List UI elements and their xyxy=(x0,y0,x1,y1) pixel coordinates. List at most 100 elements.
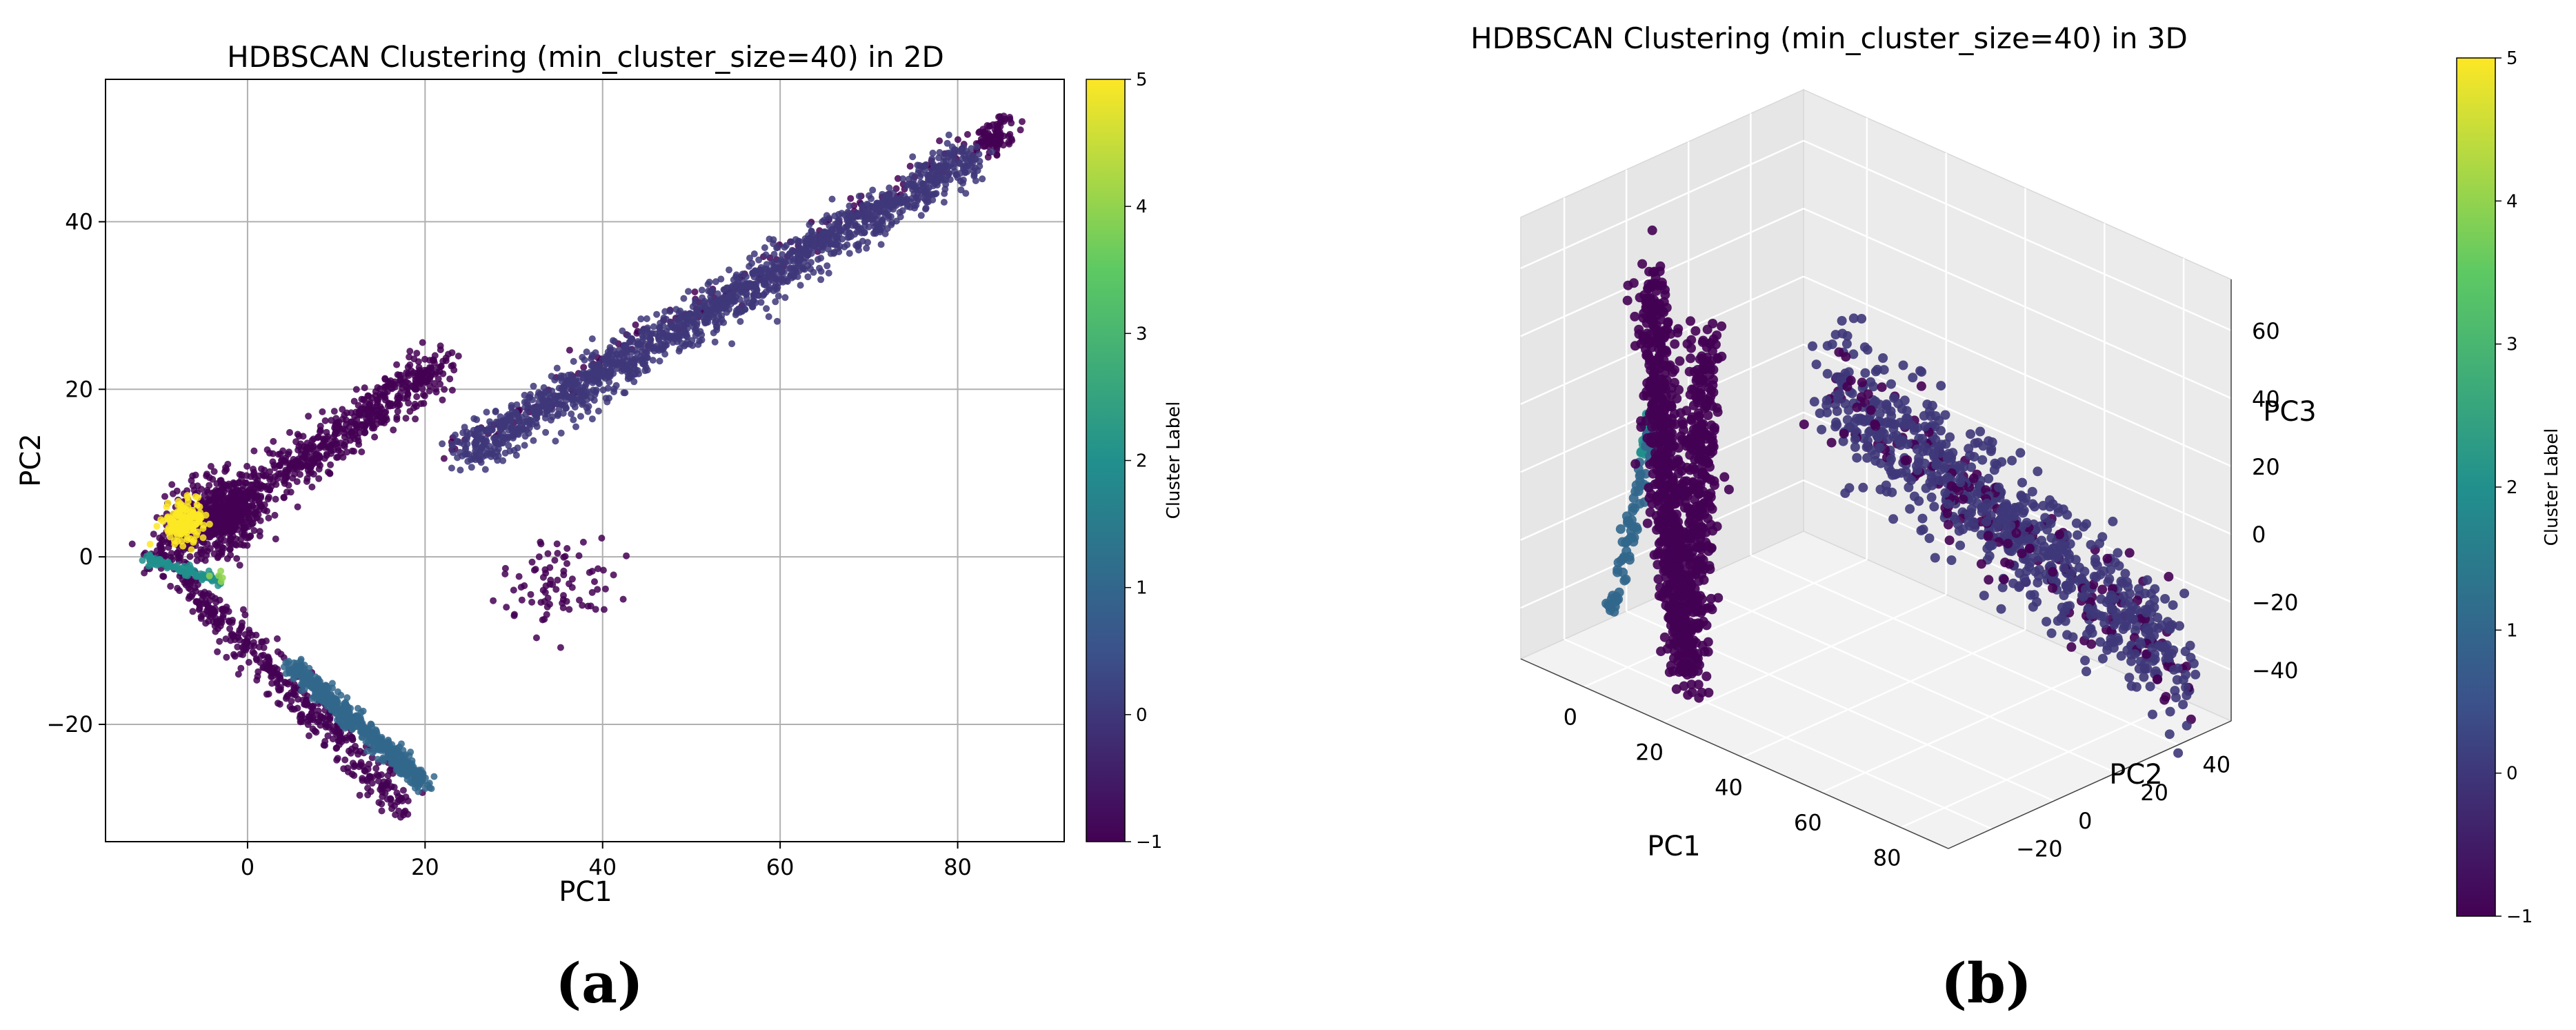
scatter-point xyxy=(226,540,233,548)
scatter-point xyxy=(623,552,630,559)
scatter-point xyxy=(861,222,869,230)
scatter-point xyxy=(398,740,405,748)
scatter-point xyxy=(628,357,636,365)
scatter-point xyxy=(348,734,356,741)
scatter-point xyxy=(872,230,879,237)
scatter-point xyxy=(341,433,348,441)
scatter-point xyxy=(590,377,598,385)
scatter-point xyxy=(305,413,312,420)
scatter-point xyxy=(838,210,846,217)
scatter-point xyxy=(306,470,313,477)
scatter-point xyxy=(501,449,509,457)
scatter-point xyxy=(274,635,281,642)
scatter-point xyxy=(273,678,281,686)
scatter-point xyxy=(584,602,592,610)
scatter-point xyxy=(206,572,213,580)
scatter-point xyxy=(236,471,243,478)
scatter-point xyxy=(2021,577,2031,587)
scatter-point xyxy=(490,435,497,442)
scatter-point xyxy=(724,284,732,292)
scatter-point xyxy=(442,357,450,364)
scatter-point xyxy=(337,449,345,457)
scatter-point xyxy=(676,345,683,353)
scatter-point xyxy=(2141,608,2151,618)
scatter-point xyxy=(371,433,379,441)
x-tick-label: 20 xyxy=(411,854,439,880)
scatter-point xyxy=(817,276,825,284)
scatter-point xyxy=(356,410,363,418)
scatter-point xyxy=(899,175,907,183)
scatter-point xyxy=(664,337,672,344)
scatter-point xyxy=(231,653,239,660)
scatter-point xyxy=(207,463,214,470)
scatter-point xyxy=(379,742,386,749)
scatter-point xyxy=(2124,548,2135,558)
scatter-point xyxy=(2190,669,2201,680)
scatter-point xyxy=(559,373,567,380)
scatter-point xyxy=(230,480,238,488)
scatter-point xyxy=(416,366,423,374)
scatter-point xyxy=(552,437,559,445)
scatter-point xyxy=(518,596,526,604)
scatter-point xyxy=(413,393,421,400)
scatter-point xyxy=(746,263,753,270)
scatter-point xyxy=(637,315,645,323)
scatter-point xyxy=(219,544,226,551)
scatter-point xyxy=(145,562,152,570)
scatter-point xyxy=(772,281,779,289)
scatter-point xyxy=(365,731,372,738)
scatter-point xyxy=(252,631,260,639)
scatter-point xyxy=(2134,584,2144,594)
scatter-point xyxy=(284,450,292,458)
scatter-point xyxy=(259,651,267,659)
scatter-point xyxy=(2048,566,2058,577)
scatter-point xyxy=(963,148,970,155)
scatter-point xyxy=(515,573,523,580)
scatter-point xyxy=(286,703,294,711)
scatter-point xyxy=(270,437,277,445)
scatter-point xyxy=(203,471,210,478)
scatter-point xyxy=(535,405,542,413)
scatter-point xyxy=(319,408,326,415)
scatter-point xyxy=(378,807,386,815)
scatter-point xyxy=(707,288,714,295)
scatter-point xyxy=(599,386,607,394)
scatter-point xyxy=(2070,555,2081,565)
scatter-point xyxy=(2062,510,2073,520)
scatter-point xyxy=(804,273,812,281)
scatter-point xyxy=(274,450,282,458)
scatter-point xyxy=(820,217,828,224)
scatter-point xyxy=(239,651,246,658)
scatter-point xyxy=(212,599,220,606)
scatter-point xyxy=(855,209,862,217)
scatter-point xyxy=(581,384,589,391)
scatter-point xyxy=(936,137,943,145)
scatter-point xyxy=(563,597,570,605)
scatter-point xyxy=(368,394,376,402)
scatter-point xyxy=(497,426,504,434)
scatter-point xyxy=(232,486,240,494)
colorbar-tick-label: −1 xyxy=(1136,832,1162,853)
scatter-point xyxy=(358,448,366,455)
scatter-point xyxy=(393,789,401,797)
scatter-point xyxy=(405,399,412,407)
scatter-point xyxy=(236,500,243,508)
scatter-point xyxy=(2063,585,2073,595)
scatter-point xyxy=(378,784,386,791)
scatter-point xyxy=(2146,588,2156,599)
scatter-point xyxy=(568,584,576,591)
scatter-point xyxy=(861,228,868,236)
scatter-point xyxy=(266,449,273,457)
scatter-point xyxy=(775,293,782,300)
scatter-point xyxy=(292,462,299,468)
scatter-point xyxy=(2144,626,2154,636)
scatter-point xyxy=(2046,628,2057,638)
scatter-point xyxy=(343,718,350,726)
scatter-point xyxy=(528,598,536,606)
scatter-point xyxy=(483,408,490,416)
scatter-point xyxy=(959,176,967,184)
scatter-point xyxy=(412,386,420,393)
scatter-point xyxy=(384,772,392,780)
scatter-point xyxy=(428,364,435,372)
scatter-point xyxy=(166,515,174,522)
